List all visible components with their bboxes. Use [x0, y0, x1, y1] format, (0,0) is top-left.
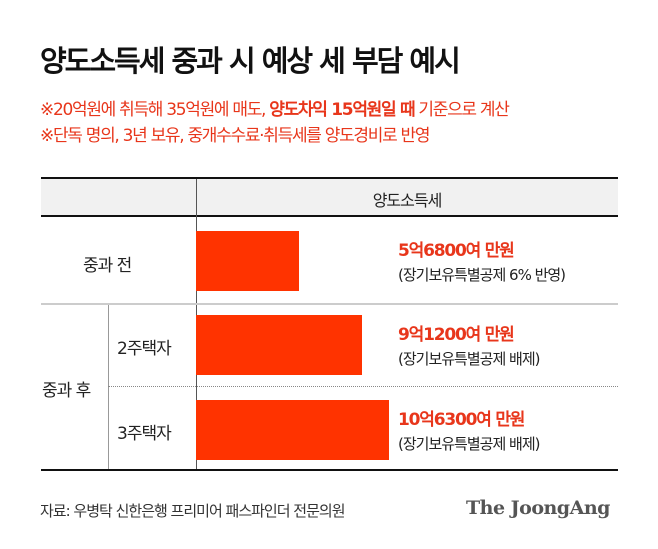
table-header: 양도소득세 [41, 177, 618, 217]
table-bottom-border [41, 469, 618, 471]
category-label: 2주택자 [117, 339, 172, 359]
value-label: 10억6300여 만원 [398, 410, 525, 430]
joongang-logo: The JoongAng [466, 497, 610, 519]
note-1-pre: ※20억원에 취득해 35억원에 매도, [40, 100, 270, 120]
note-2: ※단독 명의, 3년 보유, 중개수수료·취득세를 양도경비로 반영 [40, 126, 431, 146]
value-label: 5억6800여 만원 [398, 241, 515, 261]
source-text: 자료: 우병탁 신한은행 프리미어 패스파인더 전문의원 [40, 502, 345, 520]
bar-2 [196, 315, 362, 375]
page-title: 양도소득세 중과 시 예상 세 부담 예시 [40, 44, 461, 78]
group-divider [108, 305, 109, 470]
note-1: ※20억원에 취득해 35억원에 매도, 양도차익 15억원일 때 기준으로 계… [40, 95, 510, 120]
category-label: 중과 전 [83, 256, 132, 276]
note-1-bold: 양도차익 15억원일 때 [269, 100, 415, 120]
category-label: 3주택자 [117, 424, 172, 444]
value-note: (장기보유특별공제 6% 반영) [398, 266, 566, 284]
value-note: (장기보유특별공제 배제) [398, 350, 540, 368]
column-header: 양도소득세 [372, 191, 443, 210]
note-1-post: 기준으로 계산 [414, 100, 509, 120]
value-note: (장기보유특별공제 배제) [398, 435, 540, 453]
value-label: 9억1200여 만원 [398, 325, 515, 345]
dotted-divider [108, 386, 618, 387]
group-label: 중과 후 [42, 381, 91, 401]
bar-3 [196, 400, 390, 460]
bar-1 [196, 231, 300, 291]
row-divider [41, 303, 618, 305]
